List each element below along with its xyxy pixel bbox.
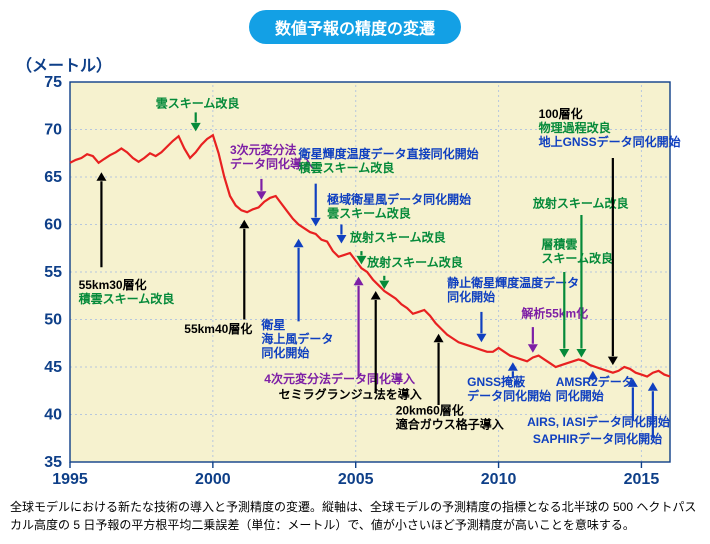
svg-text:適合ガウス格子導入: 適合ガウス格子導入 — [396, 417, 504, 432]
svg-text:AMSR2データ: AMSR2データ — [556, 374, 634, 389]
svg-text:データ同化開始: データ同化開始 — [467, 388, 551, 403]
svg-text:70: 70 — [44, 122, 62, 139]
svg-text:20km60層化: 20km60層化 — [396, 403, 464, 418]
svg-text:2000: 2000 — [195, 471, 231, 488]
svg-text:同化開始: 同化開始 — [447, 289, 495, 304]
svg-text:50: 50 — [44, 312, 62, 329]
svg-text:セミラグランジュ法を導入: セミラグランジュ法を導入 — [279, 386, 422, 401]
svg-text:65: 65 — [44, 169, 62, 186]
svg-text:55km40層化: 55km40層化 — [184, 321, 252, 336]
svg-text:2015: 2015 — [624, 471, 660, 488]
svg-text:45: 45 — [44, 359, 62, 376]
svg-text:静止衛星輝度温度データ: 静止衛星輝度温度データ — [447, 275, 579, 290]
svg-text:海上風データ: 海上風データ — [261, 331, 333, 346]
y-axis-label: （メートル） — [16, 52, 112, 76]
svg-text:SAPHIRデータ同化開始: SAPHIRデータ同化開始 — [533, 431, 662, 446]
svg-text:1995: 1995 — [52, 471, 88, 488]
svg-text:地上GNSSデータ同化開始: 地上GNSSデータ同化開始 — [539, 134, 681, 149]
chart-title: 数値予報の精度の変遷 — [249, 10, 461, 44]
svg-text:同化開始: 同化開始 — [261, 345, 309, 360]
svg-text:放射スキーム改良: 放射スキーム改良 — [366, 254, 463, 269]
svg-text:スキーム改良: スキーム改良 — [541, 250, 613, 265]
svg-text:35: 35 — [44, 454, 62, 471]
svg-text:100層化: 100層化 — [539, 106, 583, 121]
svg-text:衛星輝度温度データ直接同化開始: 衛星輝度温度データ直接同化開始 — [298, 146, 479, 161]
svg-text:55: 55 — [44, 264, 62, 281]
svg-text:4次元変分法データ同化導入: 4次元変分法データ同化導入 — [264, 371, 415, 386]
svg-text:同化開始: 同化開始 — [556, 388, 604, 403]
svg-text:放射スキーム改良: 放射スキーム改良 — [349, 230, 446, 245]
chart-svg: 35 40 45 50 55 60 65 70 75 1995 2000 2005 2010 2015 55… — [10, 52, 700, 492]
svg-text:解析55km化: 解析55km化 — [521, 306, 588, 321]
svg-text:雲スキーム改良: 雲スキーム改良 — [156, 96, 240, 111]
svg-text:3次元変分法: 3次元変分法 — [230, 142, 297, 157]
svg-text:放射スキーム改良: 放射スキーム改良 — [532, 195, 629, 210]
svg-text:物理過程改良: 物理過程改良 — [539, 120, 611, 135]
svg-text:60: 60 — [44, 217, 62, 234]
svg-text:AIRS, IASIデータ同化開始: AIRS, IASIデータ同化開始 — [527, 414, 670, 429]
svg-text:40: 40 — [44, 407, 62, 424]
svg-text:衛星: 衛星 — [260, 317, 285, 332]
svg-text:55km30層化: 55km30層化 — [79, 277, 147, 292]
svg-text:75: 75 — [44, 74, 62, 91]
svg-text:2010: 2010 — [481, 471, 517, 488]
svg-text:層積雲: 層積雲 — [541, 236, 577, 251]
svg-text:積雲スキーム改良: 積雲スキーム改良 — [298, 160, 395, 175]
svg-text:積雲スキーム改良: 積雲スキーム改良 — [78, 291, 175, 306]
svg-text:雲スキーム改良: 雲スキーム改良 — [327, 206, 411, 221]
svg-text:GNSS掩蔽: GNSS掩蔽 — [467, 374, 526, 389]
svg-text:2005: 2005 — [338, 471, 374, 488]
caption-text: 全球モデルにおける新たな技術の導入と予測精度の変遷。縦軸は、全球モデルの予測精度… — [10, 498, 700, 534]
chart-area: （メートル） 35 40 45 50 55 60 65 70 75 1995 2000 2005 201… — [10, 52, 700, 492]
svg-text:極域衛星風データ同化開始: 極域衛星風データ同化開始 — [327, 192, 471, 207]
